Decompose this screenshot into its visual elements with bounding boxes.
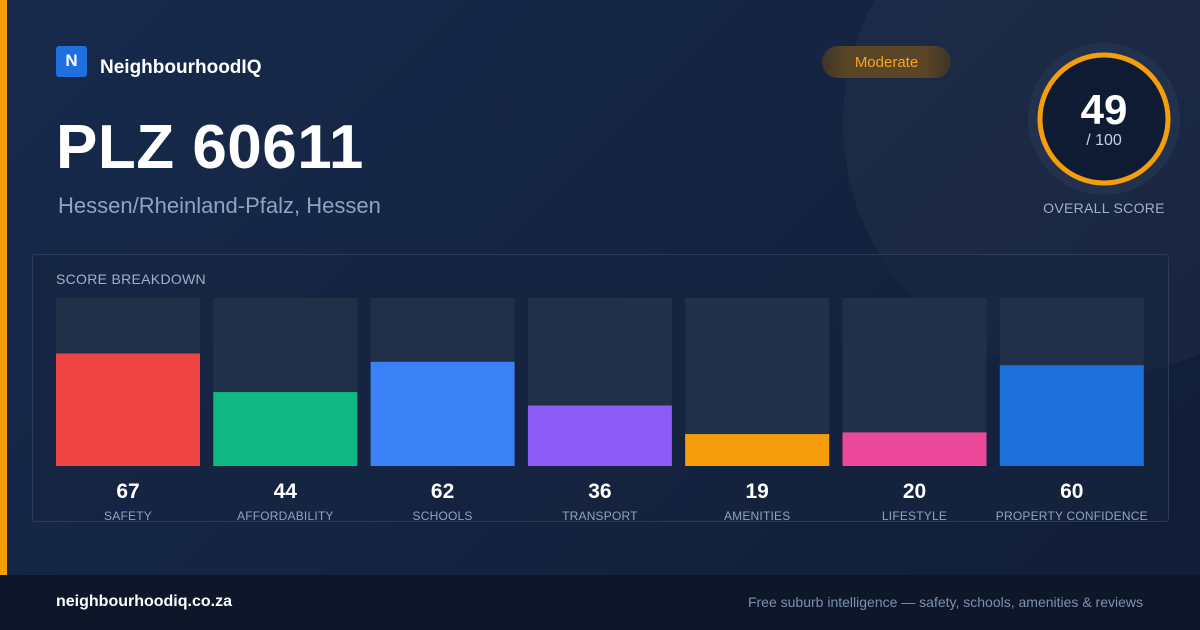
score-ring-inner (1042, 57, 1166, 181)
bar-label-amenities: AMENITIES (723, 509, 791, 523)
footer-tagline: Free suburb intelligence — safety, schoo… (747, 594, 1143, 610)
overall-score-max: / 100 (1086, 132, 1122, 149)
bar-label-transport: TRANSPORT (562, 509, 638, 523)
bar-label-lifestyle: LIFESTYLE (881, 509, 948, 523)
bar-label-affordability: AFFORDABILITY (236, 509, 334, 523)
footer (0, 575, 1200, 630)
bar-value-transport: 36 (588, 480, 612, 503)
page-title: PLZ 60611 (56, 113, 364, 182)
rating-badge: Moderate (822, 46, 951, 78)
footer-domain: neighbourhoodiq.co.za (56, 593, 232, 610)
bar-value-safety: 67 (116, 480, 140, 503)
overall-score-ring (1028, 43, 1180, 195)
overall-score-label: OVERALL SCORE (1043, 200, 1165, 216)
page-subtitle: Hessen/Rheinland-Pfalz, Hessen (58, 193, 381, 218)
brand: N NeighbourhoodIQ (56, 45, 262, 86)
bar-value-schools: 62 (430, 480, 455, 503)
bar-label-safety: SAFETY (104, 509, 152, 523)
brand-logo-icon: N (56, 45, 87, 77)
bar-value-lifestyle: 20 (902, 480, 927, 503)
bar-value-property-confidence: 60 (1060, 480, 1084, 503)
brand-name: NeighbourhoodIQ (100, 57, 262, 78)
score-breakdown-title: SCORE BREAKDOWN (56, 271, 206, 287)
accent-bar (0, 0, 7, 575)
bar-label-property-confidence: PROPERTY CONFIDENCE (995, 509, 1148, 523)
bar-value-affordability: 44 (273, 480, 297, 503)
bar-value-amenities: 19 (745, 480, 769, 503)
bar-label-schools: SCHOOLS (412, 509, 473, 523)
score-ring-track (1037, 52, 1171, 186)
overall-score-value: 49 (1080, 86, 1128, 133)
